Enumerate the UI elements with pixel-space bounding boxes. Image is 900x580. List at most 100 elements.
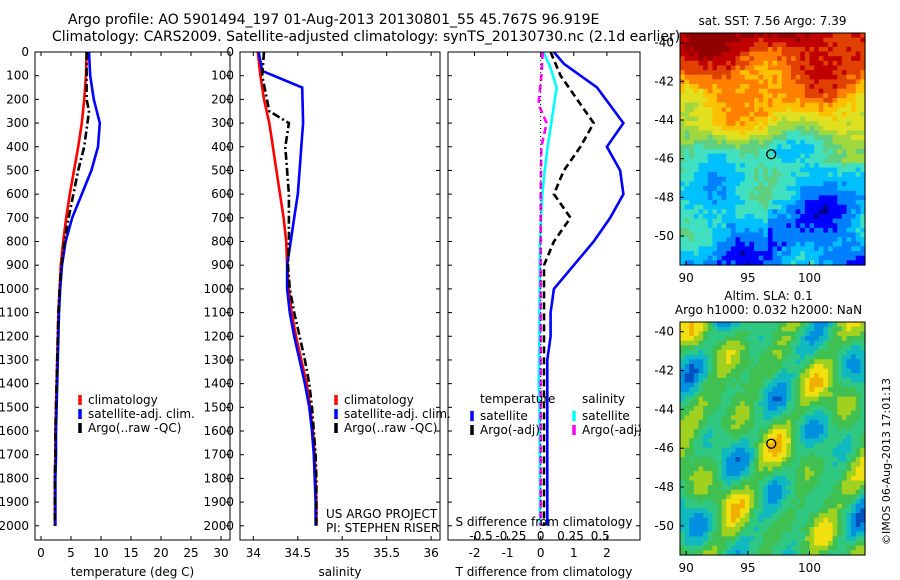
map-cell — [744, 158, 750, 164]
map-cell — [814, 443, 820, 449]
map-cell — [749, 513, 755, 519]
map-cell — [735, 79, 741, 85]
map-cell — [767, 382, 774, 388]
map-cell — [758, 471, 764, 477]
map-cell — [791, 46, 797, 53]
map-cell — [693, 84, 700, 90]
map-cell — [786, 84, 792, 90]
map-cell — [726, 391, 732, 398]
map-cell — [828, 349, 834, 356]
map-cell — [767, 37, 774, 43]
map-cell — [730, 255, 737, 261]
map-cell — [846, 466, 852, 472]
map-cell — [777, 246, 783, 252]
map-cell — [680, 489, 686, 496]
map-cell — [680, 107, 686, 113]
map-cell — [758, 438, 764, 444]
map-cell — [781, 322, 787, 328]
map-cell — [763, 522, 769, 528]
map-cell — [860, 452, 866, 458]
map-cell — [726, 74, 732, 80]
map-cell — [740, 223, 746, 229]
map-cell — [680, 503, 686, 509]
map-cell — [823, 162, 829, 169]
map-cell — [841, 60, 848, 67]
map-cell — [754, 158, 760, 164]
map-cell — [800, 457, 806, 463]
map-cell — [841, 237, 848, 243]
map-cell — [777, 65, 783, 71]
map-cell — [823, 363, 829, 370]
map-cell — [818, 190, 824, 196]
map-cell — [749, 457, 755, 463]
map-cell — [740, 373, 746, 379]
map-cell — [726, 401, 732, 407]
map-cell — [860, 550, 866, 556]
map-cell — [744, 84, 750, 90]
map-cell — [791, 461, 797, 468]
map-cell — [818, 111, 824, 118]
map-cell — [791, 326, 797, 332]
map-cell — [754, 494, 760, 500]
map-cell — [763, 56, 769, 62]
map-cell — [781, 84, 787, 90]
depth-tick-label: 400 — [211, 140, 234, 154]
map-cell — [777, 70, 783, 76]
map-cell — [777, 471, 783, 477]
map-cell — [754, 373, 760, 379]
map-cell — [717, 396, 723, 402]
map-cell — [754, 227, 760, 234]
map-cell — [744, 79, 750, 85]
map-cell — [855, 204, 861, 210]
map-cell — [791, 190, 797, 196]
map-cell — [689, 368, 695, 374]
map-cell — [814, 335, 820, 342]
map-cell — [846, 349, 852, 356]
map-cell — [754, 144, 760, 150]
map-cell — [818, 354, 824, 360]
map-cell — [809, 74, 815, 80]
map-cell — [693, 79, 700, 85]
map-cell — [804, 363, 811, 370]
map-cell — [841, 326, 848, 332]
map-cell — [777, 33, 783, 39]
map-cell — [740, 209, 746, 215]
map-cell — [841, 153, 848, 159]
map-cell — [767, 200, 774, 206]
map-cell — [767, 452, 774, 458]
map-cell — [841, 209, 848, 215]
map-cell — [786, 65, 792, 71]
map-cell — [851, 513, 857, 519]
map-cell — [758, 70, 764, 76]
map-cell — [809, 195, 815, 201]
map-cell — [795, 102, 801, 108]
map-cell — [809, 531, 815, 537]
map-cell — [749, 74, 755, 80]
map-cell — [772, 37, 778, 43]
map-cell — [735, 84, 741, 90]
map-cell — [754, 447, 760, 454]
map-cell — [781, 377, 787, 384]
map-cell — [726, 246, 732, 252]
map-cell — [772, 167, 778, 173]
map-cell — [698, 70, 704, 76]
map-cell — [721, 485, 727, 491]
map-cell — [758, 326, 764, 332]
map-cell — [726, 452, 732, 458]
map-cell — [693, 429, 700, 435]
map-cell — [823, 218, 829, 224]
map-cell — [754, 550, 760, 556]
map-cell — [795, 121, 801, 127]
map-cell — [758, 345, 764, 351]
map-cell — [740, 438, 746, 444]
map-title: Altim. SLA: 0.1 — [724, 289, 812, 303]
map-cell — [772, 415, 778, 421]
map-cell — [818, 227, 824, 234]
map-cell — [800, 251, 806, 257]
map-cell — [851, 433, 857, 440]
map-cell — [717, 443, 723, 449]
map-cell — [841, 172, 848, 178]
map-cell — [767, 246, 774, 252]
x-tick-label: 20 — [153, 546, 168, 560]
